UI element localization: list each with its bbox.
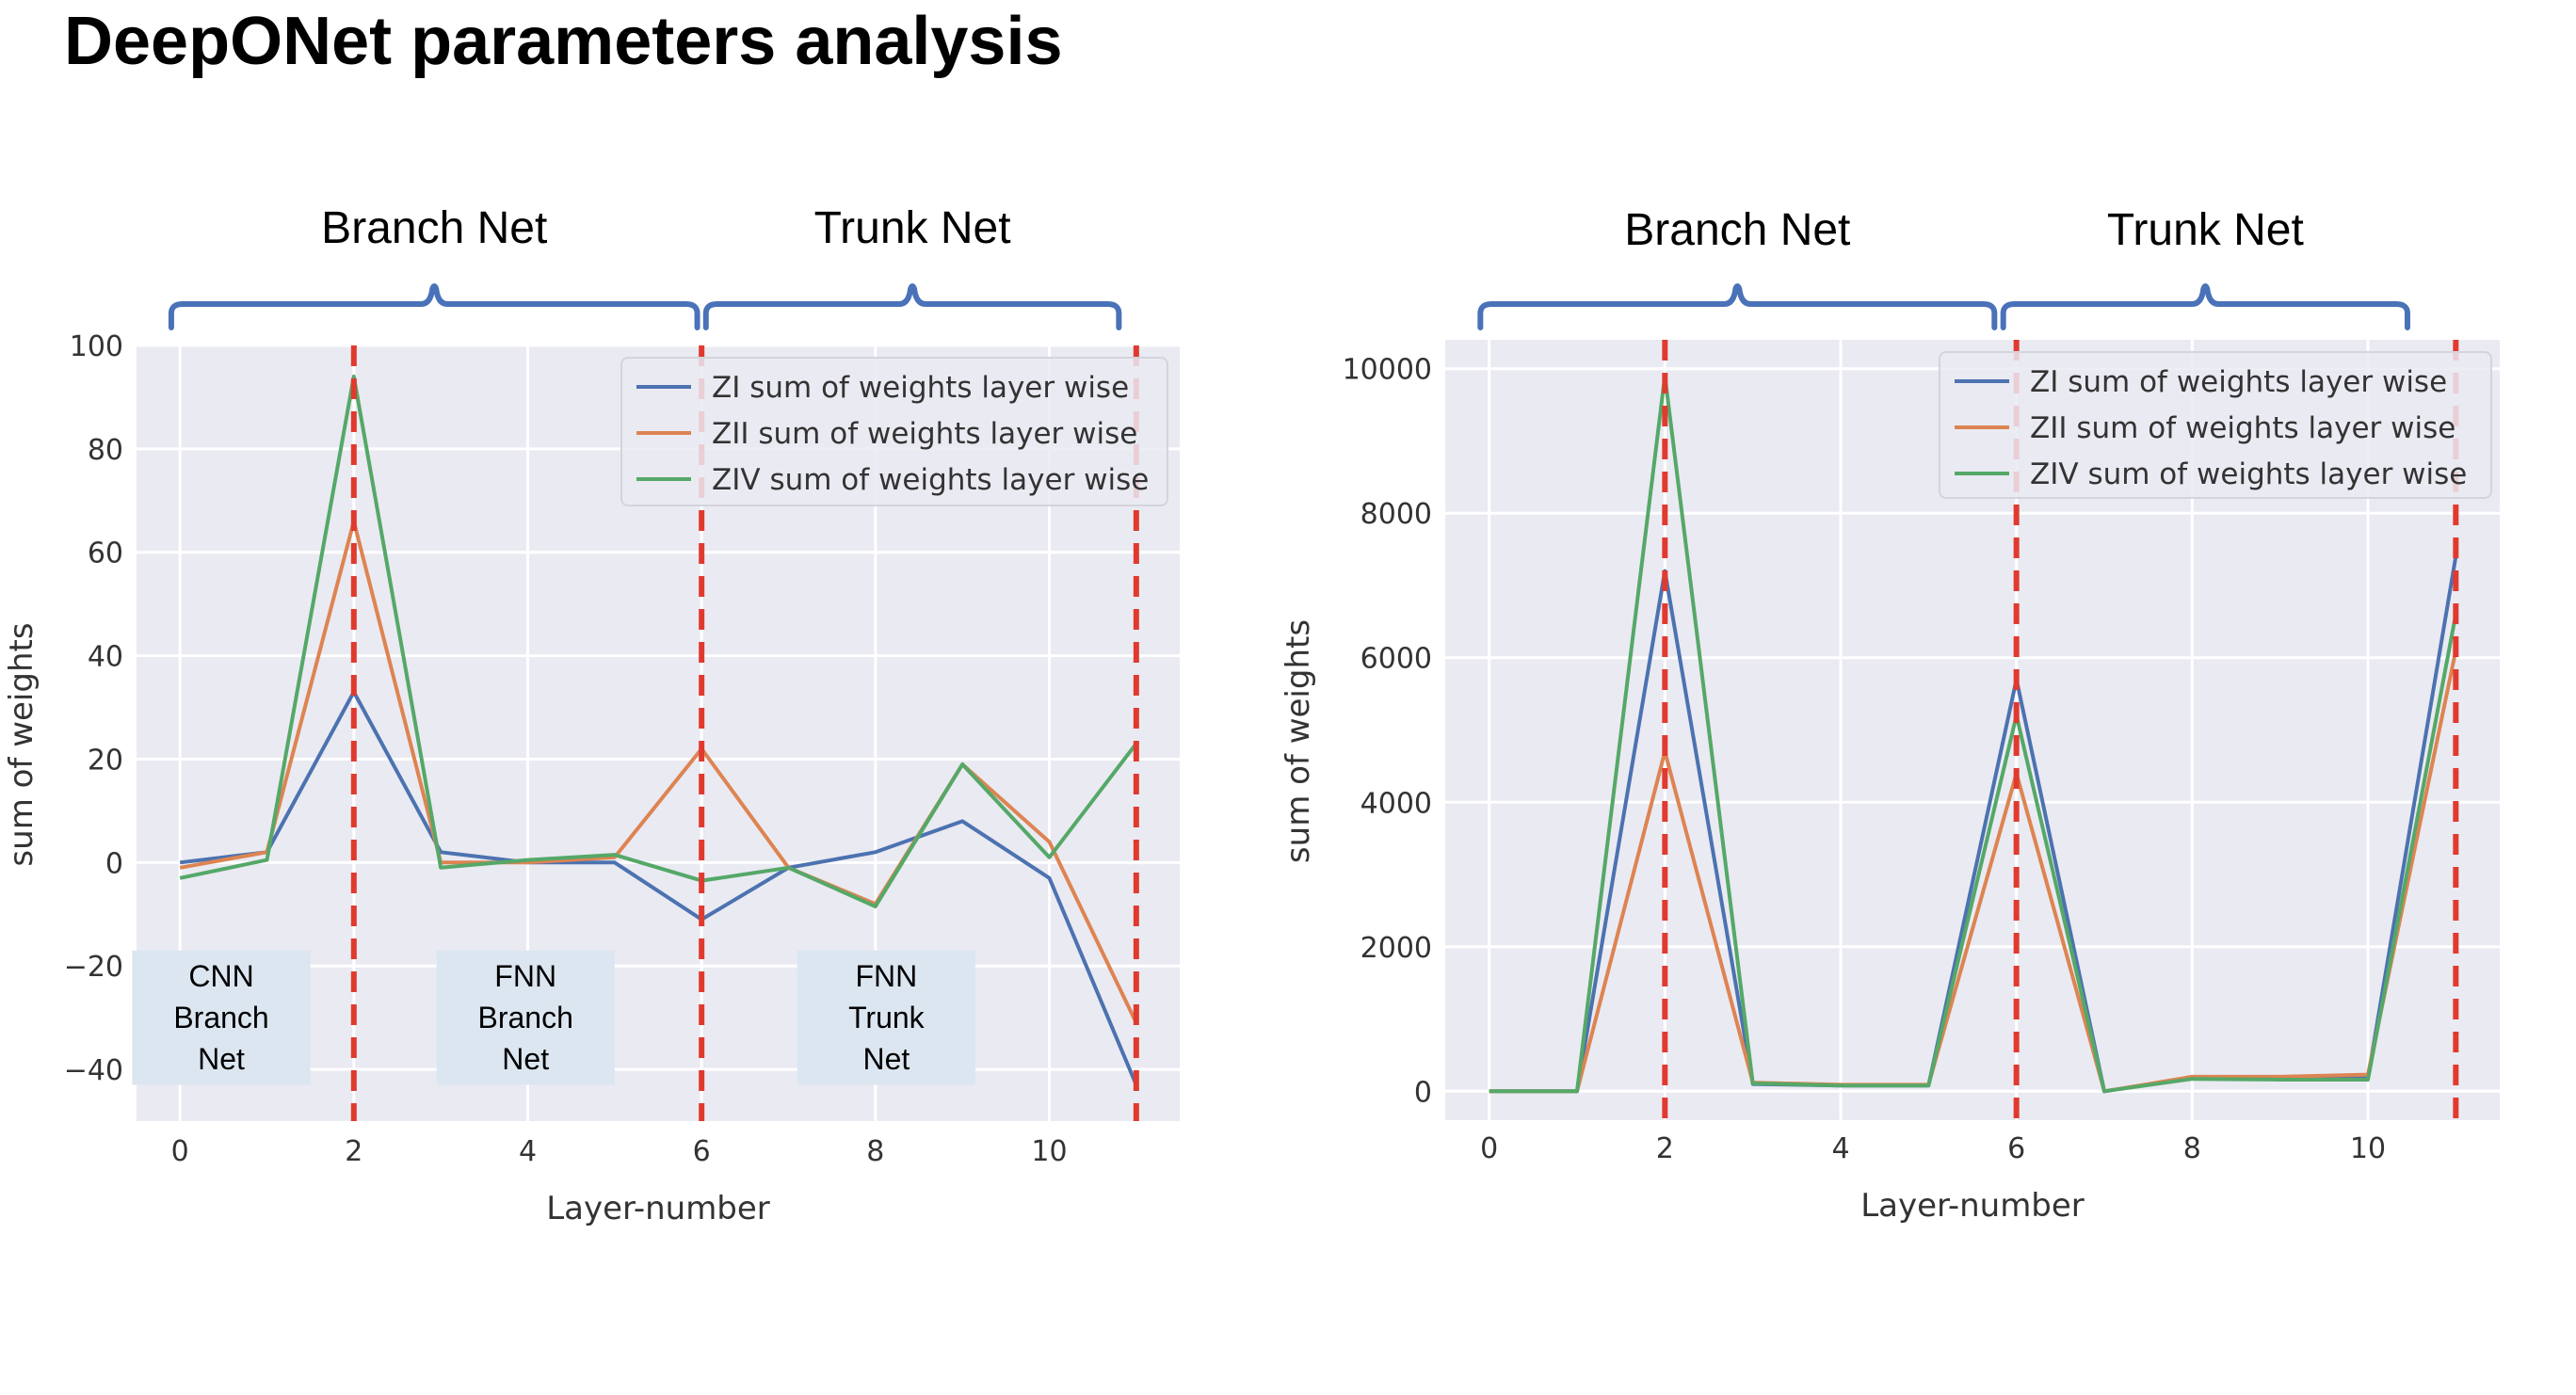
x-tick-label: 6 <box>693 1135 711 1168</box>
bracket <box>1477 283 1998 330</box>
x-tick-label: 8 <box>2183 1132 2201 1165</box>
legend-box <box>1939 351 2492 499</box>
legend-label: ZII sum of weights layer wise <box>2030 411 2455 445</box>
y-axis-label: sum of weights <box>3 622 40 866</box>
region-box-label: Branch <box>477 1001 572 1034</box>
series-line-zii <box>1489 649 2458 1094</box>
page-title: DeepONet parameters analysis <box>64 4 1063 79</box>
x-tick-label: 2 <box>345 1135 362 1168</box>
bracket-label: Trunk Net <box>2107 205 2304 255</box>
y-tick-label: 6000 <box>1360 643 1432 676</box>
x-tick-label: 10 <box>1031 1135 1067 1168</box>
x-tick-label: 0 <box>1480 1132 1498 1165</box>
x-tick-label: 8 <box>866 1135 884 1168</box>
bracket <box>702 283 1122 330</box>
bracket-label: Branch Net <box>1624 205 1850 255</box>
y-tick-label: 20 <box>88 744 123 777</box>
legend-label: ZIV sum of weights layer wise <box>2030 457 2467 491</box>
y-tick-label: 100 <box>70 330 123 363</box>
y-tick-label: 80 <box>88 434 123 467</box>
series-line-zi <box>179 690 1138 1086</box>
plot-right: 0 2 4 6 8 10 0 2000 4000 6000 8000 10000 Layer-numbe… <box>1280 205 2500 1225</box>
region-box-label: Net <box>502 1042 549 1076</box>
bracket <box>168 283 700 330</box>
y-tick-label: 10000 <box>1343 354 1432 387</box>
series-line-ziv <box>179 375 1138 908</box>
x-tick-label: 4 <box>1831 1132 1849 1165</box>
region-box-label: FNN <box>494 959 556 993</box>
legend-label: ZII sum of weights layer wise <box>712 417 1137 451</box>
legend: ZI sum of weights layer wise ZII sum of w… <box>1939 351 2492 499</box>
region-box-label: FNN <box>855 959 917 993</box>
bracket <box>2000 283 2410 330</box>
x-tick-label: 6 <box>2007 1132 2025 1165</box>
x-tick-label: 10 <box>2350 1132 2386 1165</box>
y-axis-label: sum of weights <box>1280 619 1317 863</box>
region-box <box>436 950 615 1085</box>
region-box <box>132 950 311 1085</box>
legend: ZI sum of weights layer wise ZII sum of w… <box>620 357 1168 506</box>
region-box-label: Branch <box>173 1001 268 1034</box>
region-box-label: Trunk <box>848 1001 926 1034</box>
legend-label: ZIV sum of weights layer wise <box>712 463 1149 497</box>
legend-label: ZI sum of weights layer wise <box>712 371 1129 405</box>
plot-left: 0 2 4 6 8 10 −40 −20 0 20 40 60 80 100 Layer-number sum… <box>3 203 1180 1227</box>
y-tick-label: −20 <box>64 951 123 984</box>
x-axis-label: Layer-number <box>546 1190 770 1227</box>
legend-box <box>620 357 1168 506</box>
y-tick-label: 0 <box>1414 1076 1432 1109</box>
region-box-label: Net <box>862 1042 910 1076</box>
bracket-label: Trunk Net <box>814 203 1011 253</box>
x-axis-label: Layer-number <box>1860 1187 2085 1225</box>
y-tick-label: −40 <box>64 1054 123 1087</box>
x-tick-label: 2 <box>1656 1132 1674 1165</box>
series-line-ziv <box>1489 374 2458 1094</box>
legend-label: ZI sum of weights layer wise <box>2030 365 2447 399</box>
y-tick-label: 4000 <box>1360 787 1432 820</box>
y-tick-label: 2000 <box>1360 932 1432 965</box>
y-tick-label: 40 <box>88 641 123 674</box>
x-tick-label: 0 <box>171 1135 189 1168</box>
y-tick-label: 0 <box>105 847 123 880</box>
region-box-label: Net <box>198 1042 245 1076</box>
bracket-label: Branch Net <box>321 203 547 253</box>
region-box <box>797 950 976 1085</box>
y-tick-label: 60 <box>88 537 123 570</box>
y-tick-label: 8000 <box>1360 498 1432 531</box>
x-tick-label: 4 <box>519 1135 537 1168</box>
region-box-label: CNN <box>188 959 253 993</box>
